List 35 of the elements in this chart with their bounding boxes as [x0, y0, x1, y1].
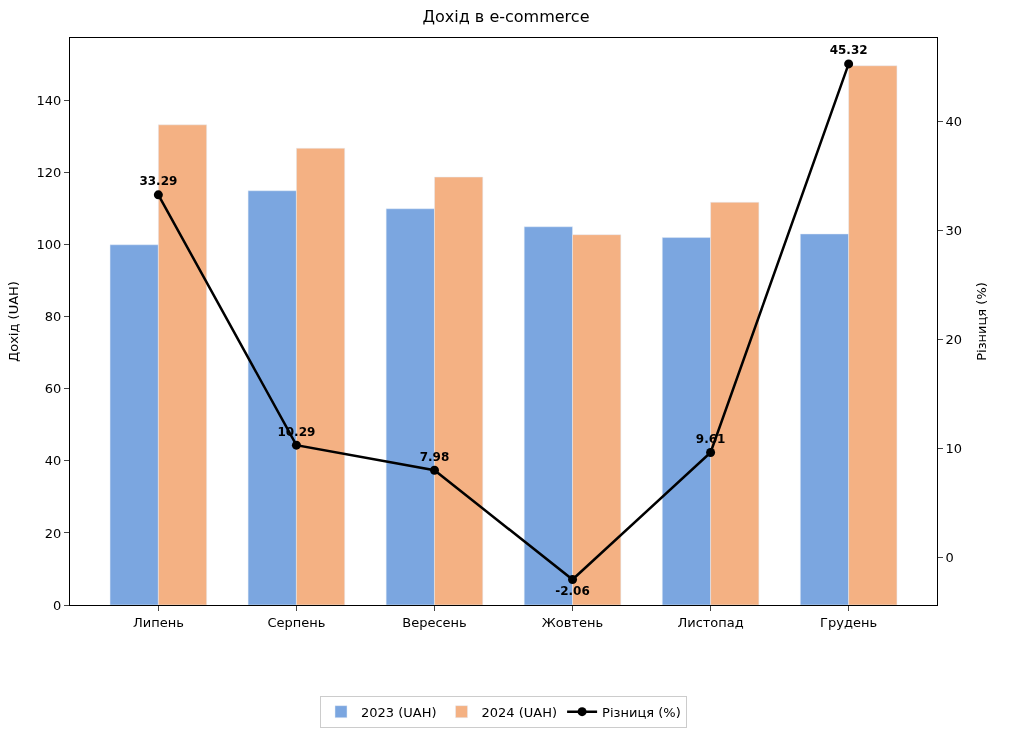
point [429, 465, 439, 475]
y-tick-label: 100 [36, 237, 62, 253]
y-tick-label: 80 [44, 309, 62, 325]
data-label: 33.29 [139, 174, 178, 189]
point [568, 575, 578, 585]
y-tick-label: 60 [44, 381, 62, 397]
x-tick-label: Грудень [820, 614, 878, 630]
y-tick-label: 120 [36, 165, 62, 181]
y2-tick-label: 30 [945, 223, 963, 239]
point [844, 59, 854, 69]
y2-tick-label: 0 [945, 549, 954, 565]
data-label: 7.98 [419, 449, 450, 464]
x-tick-label: Вересень [402, 614, 467, 630]
point [706, 448, 716, 458]
y-tick-label: 0 [53, 597, 62, 613]
legend-label: 2023 (UAH) [361, 704, 437, 720]
x-tick-label: Листопад [677, 614, 744, 630]
data-label: -2.06 [555, 584, 590, 599]
y2-axis-title: Різниця (%) [973, 282, 989, 361]
legend-label: Різниця (%) [602, 704, 681, 720]
y-tick-label: 140 [36, 93, 62, 109]
y2-tick-label: 20 [945, 332, 963, 348]
point [153, 190, 163, 200]
chart-title: Дохід в e-commerce [422, 7, 590, 27]
point [291, 440, 301, 450]
x-tick-label: Жовтень [541, 614, 604, 630]
x-tick-label: Серпень [267, 614, 326, 630]
y-axis-title: Дохід (UAH) [5, 281, 21, 362]
legend-label: 2024 (UAH) [481, 704, 558, 720]
y2-tick-label: 40 [945, 114, 963, 130]
y-tick-label: 20 [44, 525, 62, 541]
y2-tick-label: 10 [945, 440, 963, 456]
y-tick-label: 40 [44, 453, 62, 469]
x-tick-label: Липень [132, 614, 184, 630]
data-label: 45.32 [829, 43, 868, 58]
